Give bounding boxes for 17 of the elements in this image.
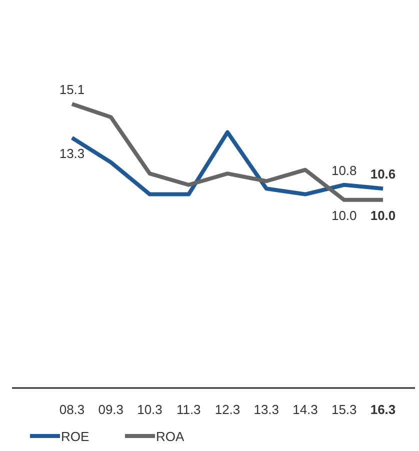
x-tick-label: 12.3 — [214, 402, 240, 417]
legend-label: ROA — [156, 429, 184, 444]
x-tick-label: 16.3 — [370, 402, 396, 417]
data-label: 10.6 — [370, 166, 396, 182]
x-tick-label: 11.3 — [176, 402, 201, 417]
data-label: 13.3 — [59, 146, 85, 161]
data-label: 10.0 — [370, 208, 396, 223]
x-tick-label: 13.3 — [254, 402, 280, 417]
x-tick-label: 14.3 — [292, 402, 318, 417]
x-tick-label: 09.3 — [98, 402, 124, 417]
data-label: 10.8 — [331, 162, 357, 178]
x-tick-label: 08.3 — [59, 402, 85, 417]
data-label: 10.0 — [331, 208, 357, 223]
data-label: 15.1 — [59, 82, 85, 97]
x-tick-label: 15.3 — [331, 402, 357, 417]
legend-label: ROE — [61, 429, 90, 444]
x-tick-label: 10.3 — [137, 402, 162, 417]
